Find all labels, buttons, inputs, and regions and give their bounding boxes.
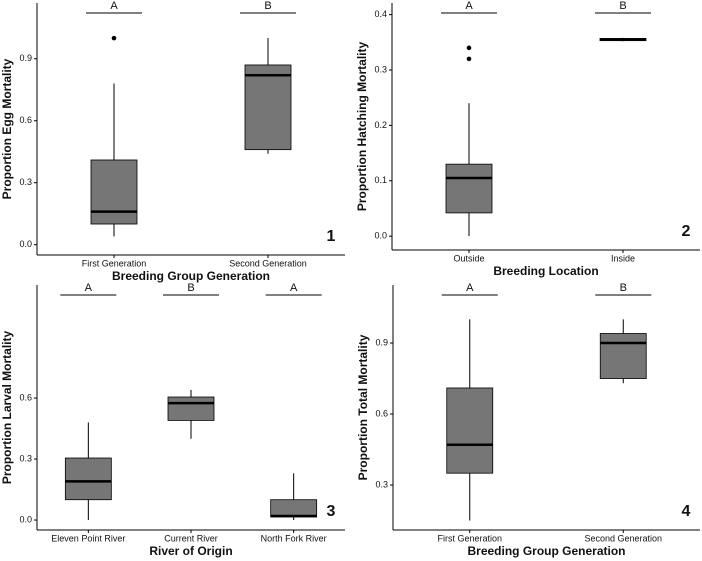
outlier <box>466 45 472 51</box>
significance-letter: A <box>466 282 474 294</box>
x-tick-label: Current River <box>164 533 218 543</box>
significance-letter: A <box>465 0 473 12</box>
y-axis-title: Proportion Egg Mortality <box>0 58 14 199</box>
y-tick-label: 0.6 <box>19 115 32 125</box>
x-tick-label: Eleven Point River <box>51 533 125 543</box>
x-tick-label: First Generation <box>437 533 502 543</box>
y-tick-label: 0.0 <box>374 231 387 241</box>
significance-letter: A <box>85 282 93 294</box>
y-tick-label: 0.6 <box>19 392 32 402</box>
y-tick-label: 0.3 <box>374 64 387 74</box>
box <box>599 333 647 379</box>
y-axis-title: Proportion Larval Mortality <box>0 331 14 485</box>
panel-label: 4 <box>682 503 691 520</box>
y-tick-label: 0.2 <box>374 120 387 130</box>
panel-label: 2 <box>682 223 691 240</box>
y-tick-label: 0.4 <box>374 9 387 19</box>
x-tick-label: First Generation <box>82 258 147 268</box>
box <box>270 499 318 518</box>
y-tick-label: 0.9 <box>19 53 32 63</box>
significance-letter: A <box>110 0 118 12</box>
box <box>446 387 494 474</box>
panel-label: 3 <box>327 503 336 520</box>
outlier <box>111 35 117 41</box>
x-axis-title: Breeding Group Generation <box>467 544 625 558</box>
y-tick-label: 0.6 <box>375 408 388 418</box>
y-tick-label: 0.1 <box>374 175 387 185</box>
significance-letter: B <box>187 282 194 294</box>
x-tick-label: North Fork River <box>261 533 327 543</box>
panel-label: 1 <box>327 228 336 245</box>
y-axis-title: Proportion Total Mortality <box>356 334 370 480</box>
box <box>90 159 138 225</box>
significance-letter: A <box>290 282 298 294</box>
x-axis-title: Breeding Location <box>493 264 598 278</box>
x-tick-label: Inside <box>611 253 635 263</box>
x-axis-title: River of Origin <box>149 544 232 558</box>
x-tick-label: Second Generation <box>229 258 307 268</box>
significance-letter: B <box>264 0 271 12</box>
box <box>64 457 112 501</box>
outlier <box>466 56 472 62</box>
y-axis-title: Proportion Hatching Mortality <box>355 42 369 212</box>
y-tick-label: 0.0 <box>19 239 32 249</box>
x-tick-label: Outside <box>453 253 484 263</box>
x-tick-label: Second Generation <box>584 533 662 543</box>
y-tick-label: 0.9 <box>375 337 388 347</box>
box <box>244 64 292 151</box>
y-tick-label: 0.3 <box>19 453 32 463</box>
significance-letter: B <box>619 0 626 12</box>
y-tick-label: 0.0 <box>19 514 32 524</box>
x-axis-title: Breeding Group Generation <box>112 269 270 283</box>
box <box>445 163 493 214</box>
y-tick-label: 0.3 <box>19 177 32 187</box>
significance-letter: B <box>620 282 627 294</box>
y-tick-label: 0.3 <box>375 479 388 489</box>
box <box>167 396 215 421</box>
